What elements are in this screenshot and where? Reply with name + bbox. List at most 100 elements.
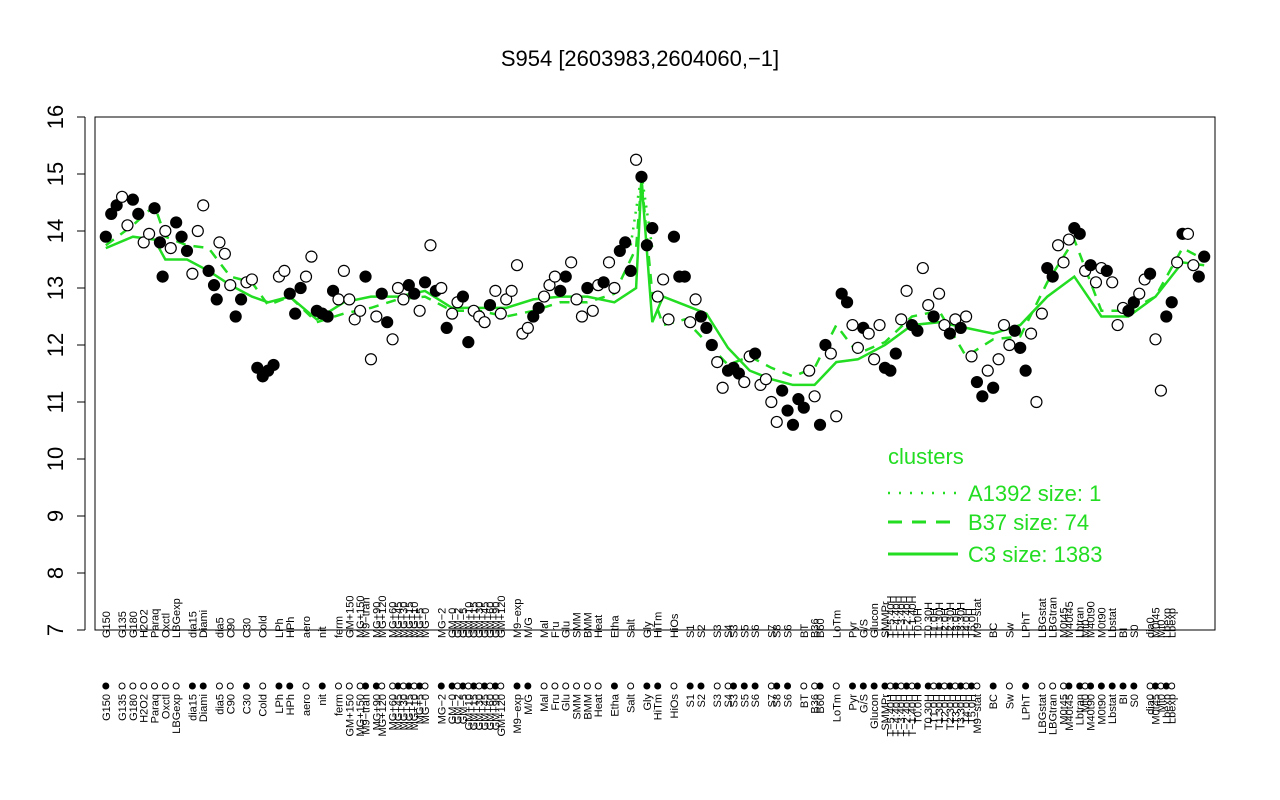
x-tick-label-upper: M0t90 bbox=[1096, 607, 1108, 638]
x-tick-label: dia0 bbox=[1145, 694, 1157, 715]
x-tick-label-upper: Paraq bbox=[150, 609, 162, 638]
data-point bbox=[159, 224, 172, 238]
x-tick-label-upper: HiTm bbox=[653, 612, 665, 638]
data-point bbox=[210, 293, 223, 306]
x-tick-label: MG+60 bbox=[388, 694, 400, 730]
data-point bbox=[586, 304, 599, 317]
x-tick-label: HiOs bbox=[669, 694, 681, 719]
x-tick-label: Lbexp bbox=[1161, 694, 1173, 724]
data-point bbox=[657, 273, 670, 286]
x-tick-label-upper: T−2.40H bbox=[902, 595, 914, 638]
x-axis: G150G150G135G135G180G180H2O2H2O2ParaqPar… bbox=[101, 595, 1179, 736]
x-tick-label-upper: Lbtran bbox=[1075, 607, 1087, 638]
data-point bbox=[992, 353, 1005, 366]
x-rug-mark bbox=[832, 682, 840, 690]
x-tick-label-upper: T2.30H bbox=[945, 602, 957, 638]
x-tick-label-upper: T−1.40H bbox=[907, 595, 919, 638]
x-tick-label: GM+60 bbox=[485, 694, 497, 730]
legend-label-c3: C3 size: 1383 bbox=[968, 542, 1103, 567]
x-rug-mark bbox=[751, 682, 759, 690]
x-rug-mark bbox=[784, 682, 792, 690]
data-point bbox=[156, 270, 169, 283]
data-point bbox=[770, 415, 783, 429]
x-tick-label-upper: Lbexp bbox=[1167, 608, 1179, 638]
data-point bbox=[678, 270, 691, 283]
x-tick-label-upper: Glu bbox=[561, 621, 573, 638]
data-point bbox=[521, 321, 534, 334]
x-tick-label: MG+90 bbox=[371, 694, 383, 730]
data-point bbox=[213, 236, 226, 249]
x-rug-mark bbox=[421, 682, 429, 690]
x-tick-label-upper: M40t45 bbox=[1064, 601, 1076, 638]
x-rug-mark bbox=[1097, 682, 1105, 690]
x-tick-label: C90 bbox=[225, 694, 237, 714]
x-rug-mark bbox=[848, 682, 856, 690]
x-tick-label-upper: Etha bbox=[609, 614, 621, 638]
x-tick-label-upper: BT bbox=[799, 624, 811, 638]
x-tick-label-upper: S3 bbox=[728, 625, 740, 638]
x-tick-label: LBGexp bbox=[171, 694, 183, 734]
data-point bbox=[1062, 233, 1076, 246]
x-tick-label: T4.0H bbox=[961, 694, 973, 724]
y-tick-label: 7 bbox=[43, 624, 68, 636]
x-tick-label: Fru bbox=[550, 694, 562, 711]
x-tick-label-upper: GM−0 bbox=[447, 608, 459, 638]
data-point bbox=[716, 381, 729, 394]
x-rug-mark bbox=[583, 682, 591, 690]
x-tick-label-upper: SMM bbox=[572, 612, 584, 638]
x-tick-label-upper: G135 bbox=[117, 611, 129, 638]
x-tick-label: LoTm bbox=[831, 694, 843, 722]
data-point bbox=[148, 202, 161, 215]
data-point bbox=[694, 310, 708, 323]
x-rug-mark bbox=[1130, 682, 1138, 690]
x-tick-label: Mal bbox=[539, 694, 551, 712]
x-tick-label: MG+45 bbox=[393, 694, 405, 730]
x-rug-mark bbox=[1108, 682, 1116, 690]
data-point bbox=[619, 236, 632, 249]
x-tick-label-upper: aero bbox=[301, 616, 313, 638]
x-tick-label: GM+15 bbox=[469, 694, 481, 730]
x-tick-label: T0.30H bbox=[923, 694, 935, 730]
x-tick-label-upper: SMMPr bbox=[880, 601, 892, 638]
data-point bbox=[1127, 296, 1140, 309]
x-rug-mark bbox=[551, 682, 559, 690]
x-tick-label-upper: GM+120 bbox=[496, 596, 508, 639]
legend-label-a1392: A1392 size: 1 bbox=[968, 481, 1101, 506]
x-tick-label-upper: MG+30 bbox=[398, 602, 410, 638]
x-tick-label: T−4.40H bbox=[891, 694, 903, 737]
data-point bbox=[337, 264, 350, 277]
data-point bbox=[202, 264, 215, 277]
data-point bbox=[278, 264, 291, 277]
data-point bbox=[126, 193, 139, 206]
data-point bbox=[581, 281, 594, 295]
data-point bbox=[359, 270, 372, 283]
x-tick-label-upper: M0t45 bbox=[1150, 607, 1162, 638]
x-tick-label: Mt0 bbox=[1080, 694, 1092, 712]
x-tick-label-upper: MG+150 bbox=[355, 596, 367, 639]
x-tick-label-upper: nit bbox=[317, 626, 329, 638]
x-tick-label: Pyr bbox=[847, 694, 859, 711]
data-points bbox=[99, 153, 1211, 431]
x-tick-label-upper: M9−exp bbox=[512, 599, 524, 638]
x-tick-label-upper: S6 bbox=[750, 625, 762, 638]
y-tick-label: 13 bbox=[43, 276, 68, 300]
series-line-0 bbox=[105, 179, 1205, 378]
x-tick-label: Lbexp bbox=[1167, 694, 1179, 724]
data-point bbox=[532, 301, 545, 315]
x-tick-label-upper: Lbexp bbox=[1161, 608, 1173, 638]
data-point bbox=[483, 299, 497, 312]
legend-title: clusters bbox=[888, 444, 964, 469]
x-tick-label-upper: M40t90 bbox=[1086, 601, 1098, 638]
data-point bbox=[500, 293, 513, 306]
x-tick-label: BT bbox=[799, 694, 811, 708]
x-rug-mark bbox=[161, 682, 169, 690]
x-tick-label-upper: GM+60 bbox=[485, 602, 497, 638]
x-tick-label: BC bbox=[988, 694, 1000, 709]
x-tick-label: GM+150 bbox=[344, 694, 356, 737]
x-tick-label-upper: T2.0H bbox=[939, 608, 951, 638]
data-point bbox=[494, 307, 507, 320]
data-point bbox=[765, 395, 778, 409]
data-point bbox=[803, 364, 816, 377]
x-tick-label: GM+30 bbox=[474, 694, 486, 730]
x-rug-mark bbox=[729, 682, 737, 690]
